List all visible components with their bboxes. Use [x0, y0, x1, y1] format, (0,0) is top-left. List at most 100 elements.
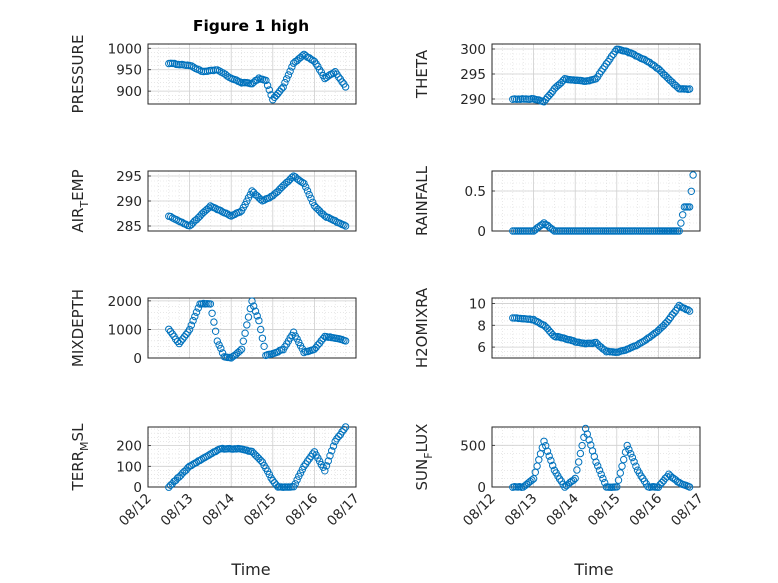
y-tick-label: 1000: [108, 322, 142, 338]
data-point: [595, 466, 604, 474]
y-label-subscript: T: [78, 201, 91, 209]
data-point: [624, 227, 632, 235]
y-tick-label: 0.5: [465, 184, 486, 200]
data-point: [324, 457, 332, 465]
data-point: [556, 227, 564, 235]
data-point: [243, 321, 251, 329]
data-point: [578, 441, 586, 450]
data-point: [616, 469, 624, 477]
data-point: [291, 480, 299, 488]
data-point: [257, 195, 265, 204]
data-point: [263, 81, 272, 90]
data-point: [512, 227, 521, 235]
data-point: [637, 227, 646, 235]
data-point: [540, 437, 548, 445]
data-point: [277, 85, 286, 93]
y-axis-label: SUNFLUX: [413, 424, 435, 491]
data-point: [326, 452, 334, 460]
data-point: [555, 475, 564, 483]
data-point: [588, 227, 596, 235]
data-point: [262, 76, 270, 85]
y-label-main: MIXDEPTH: [69, 289, 87, 367]
y-axis-label: PRESSURE: [69, 35, 87, 114]
data-point: [665, 315, 673, 324]
data-point: [620, 227, 629, 235]
data-point: [625, 445, 633, 454]
data-point: [549, 225, 557, 234]
data-point: [645, 227, 653, 235]
data-point: [599, 227, 608, 235]
data-point: [211, 327, 220, 335]
axes-box: [147, 426, 357, 488]
data-point: [647, 227, 655, 235]
data-point: [611, 227, 619, 235]
data-point: [614, 476, 623, 484]
data-point: [244, 313, 253, 321]
data-point: [632, 227, 640, 235]
data-point: [165, 325, 173, 333]
y-tick-label: 200: [116, 439, 142, 455]
data-point: [514, 227, 523, 235]
data-point: [598, 227, 606, 235]
figure-title: Figure 1 high: [193, 17, 309, 35]
data-point: [322, 462, 331, 470]
y-label-main: H2OMIXRA: [413, 287, 431, 368]
data-point: [303, 457, 312, 465]
y-axis-label: MIXDEPTH: [69, 289, 87, 367]
y-tick-label: 900: [116, 84, 142, 100]
data-point: [685, 203, 694, 211]
axes-box: [491, 43, 701, 105]
data-point: [597, 470, 605, 479]
y-tick-label: 1000: [108, 41, 142, 57]
data-point: [609, 227, 617, 235]
data-point: [630, 458, 638, 466]
data-point: [628, 453, 637, 462]
data-point: [243, 197, 251, 205]
y-tick-label: 0: [477, 224, 486, 240]
data-point: [514, 314, 523, 323]
scatter-series: [509, 301, 694, 356]
y-tick-label: 2000: [108, 294, 142, 310]
data-point: [689, 171, 697, 179]
data-point: [341, 83, 350, 91]
data-point: [180, 333, 189, 341]
data-point: [340, 221, 348, 229]
y-label-main: TERR: [69, 451, 87, 492]
x-tick-label: 08/12: [116, 491, 155, 530]
data-point: [522, 227, 530, 235]
data-point: [189, 316, 197, 325]
data-point: [613, 483, 621, 491]
data-point: [279, 83, 287, 91]
data-point: [605, 227, 613, 235]
data-point: [255, 316, 263, 325]
data-point: [286, 67, 294, 75]
x-tick-label: 08/13: [158, 491, 197, 530]
y-tick-label: 6: [477, 340, 486, 356]
y-tick-label: 8: [477, 318, 486, 334]
axes-box: [147, 43, 357, 105]
data-point: [670, 309, 678, 317]
data-point: [293, 335, 301, 343]
subplot-pressure: 900 950 1000 PRESSURE: [69, 35, 357, 114]
data-point: [585, 436, 593, 444]
data-point: [239, 337, 248, 345]
data-point: [338, 78, 346, 86]
axes-box: [491, 170, 701, 232]
data-point: [601, 346, 609, 354]
y-label-main: SUN: [413, 459, 431, 491]
subplot-rainfall: 0 0.5 RAINFALL: [413, 165, 701, 240]
data-point: [594, 227, 602, 235]
data-point: [562, 227, 570, 235]
data-point: [592, 227, 600, 235]
data-point: [558, 227, 566, 235]
data-point: [552, 227, 560, 235]
data-point: [269, 476, 277, 485]
data-point: [639, 227, 647, 235]
data-point: [300, 348, 308, 357]
x-tick-label: 08/16: [282, 491, 321, 530]
data-point: [545, 452, 553, 460]
data-point: [341, 222, 350, 230]
data-point: [547, 456, 555, 465]
